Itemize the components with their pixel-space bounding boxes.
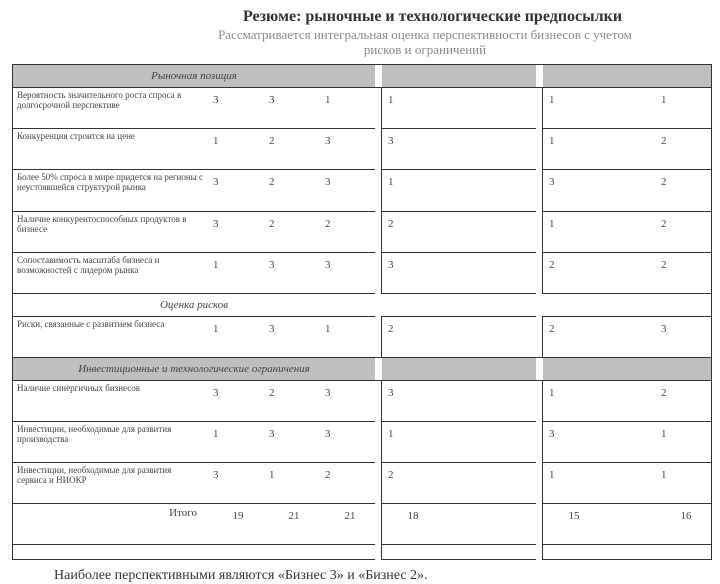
cell: 2 <box>263 211 319 252</box>
cell: 3 <box>319 169 375 211</box>
total-cell: 21 <box>263 503 319 544</box>
cell: 1 <box>263 462 319 503</box>
cell: 2 <box>655 380 712 421</box>
subtitle-line2: рисков и ограничений <box>364 42 486 57</box>
cell: 3 <box>319 421 375 462</box>
row-label: Более 50% спроса в мире придется на реги… <box>13 169 208 211</box>
total-cell: 15 <box>543 503 600 544</box>
cell: 1 <box>655 421 712 462</box>
cell: 2 <box>263 128 319 169</box>
cell: 1 <box>543 380 600 421</box>
row-label: Риски, связанные с развитием бизнеса <box>13 316 208 357</box>
cell: 1 <box>382 421 439 462</box>
total-cell: 19 <box>207 503 263 544</box>
cell: 3 <box>382 380 439 421</box>
cell: 3 <box>319 380 375 421</box>
summary-table: Рыночная позиция Вероятность значительно… <box>12 64 712 560</box>
row-label: Инвестиции, необходимые для развития про… <box>13 421 208 462</box>
cell: 1 <box>382 169 439 211</box>
cell: 3 <box>263 421 319 462</box>
cell: 3 <box>207 462 263 503</box>
cell: 1 <box>655 462 712 503</box>
cell: 1 <box>543 211 600 252</box>
cell: 1 <box>543 128 600 169</box>
cell: 2 <box>263 380 319 421</box>
total-cell: 16 <box>655 503 712 544</box>
cell: 3 <box>543 169 600 211</box>
cell: 2 <box>655 211 712 252</box>
cell: 3 <box>382 252 439 293</box>
cell: 3 <box>263 87 319 128</box>
cell: 2 <box>382 462 439 503</box>
cell: 2 <box>263 169 319 211</box>
row-label: Вероятность значительного роста спроса в… <box>13 87 208 128</box>
cell: 3 <box>207 87 263 128</box>
cell: 2 <box>543 252 600 293</box>
footer-note: Наиболее перспективными являются «Бизнес… <box>54 568 708 584</box>
cell: 3 <box>382 128 439 169</box>
section-header: Рыночная позиция <box>13 64 376 87</box>
cell: 3 <box>319 252 375 293</box>
cell: 3 <box>207 380 263 421</box>
cell: 3 <box>263 252 319 293</box>
row-label: Наличие конкурентоспособных продуктов в … <box>13 211 208 252</box>
cell: 2 <box>655 252 712 293</box>
cell: 2 <box>319 211 375 252</box>
cell: 1 <box>382 87 439 128</box>
row-label: Наличие синергичных бизнесов <box>13 380 208 421</box>
cell: 1 <box>319 316 375 357</box>
section-header: Оценка рисков <box>13 293 376 316</box>
cell: 1 <box>207 316 263 357</box>
total-cell: 21 <box>319 503 375 544</box>
cell: 3 <box>319 128 375 169</box>
cell: 2 <box>319 462 375 503</box>
cell: 3 <box>655 316 712 357</box>
cell: 1 <box>543 462 600 503</box>
section-header: Инвестиционные и технологические огранич… <box>13 357 376 380</box>
cell: 3 <box>263 316 319 357</box>
cell: 2 <box>382 211 439 252</box>
total-cell: 18 <box>382 503 439 544</box>
cell: 1 <box>207 128 263 169</box>
cell: 3 <box>543 421 600 462</box>
cell: 1 <box>207 421 263 462</box>
row-label: Конкуренция строится на цене <box>13 128 208 169</box>
cell: 2 <box>655 128 712 169</box>
cell: 3 <box>207 211 263 252</box>
page-subtitle: Рассматривается интегральная оценка перс… <box>142 28 708 58</box>
cell: 1 <box>655 87 712 128</box>
cell: 1 <box>543 87 600 128</box>
row-label: Инвестиции, необходимые для развития сер… <box>13 462 208 503</box>
cell: 2 <box>382 316 439 357</box>
subtitle-line1: Рассматривается интегральная оценка перс… <box>218 27 632 42</box>
cell: 1 <box>207 252 263 293</box>
cell: 2 <box>655 169 712 211</box>
page-title: Резюме: рыночные и технологические предп… <box>157 8 708 26</box>
cell: 1 <box>319 87 375 128</box>
cell: 2 <box>543 316 600 357</box>
row-label: Сопоставимость масштаба бизнеса и возмож… <box>13 252 208 293</box>
total-label: Итого <box>13 503 208 544</box>
cell: 3 <box>207 169 263 211</box>
